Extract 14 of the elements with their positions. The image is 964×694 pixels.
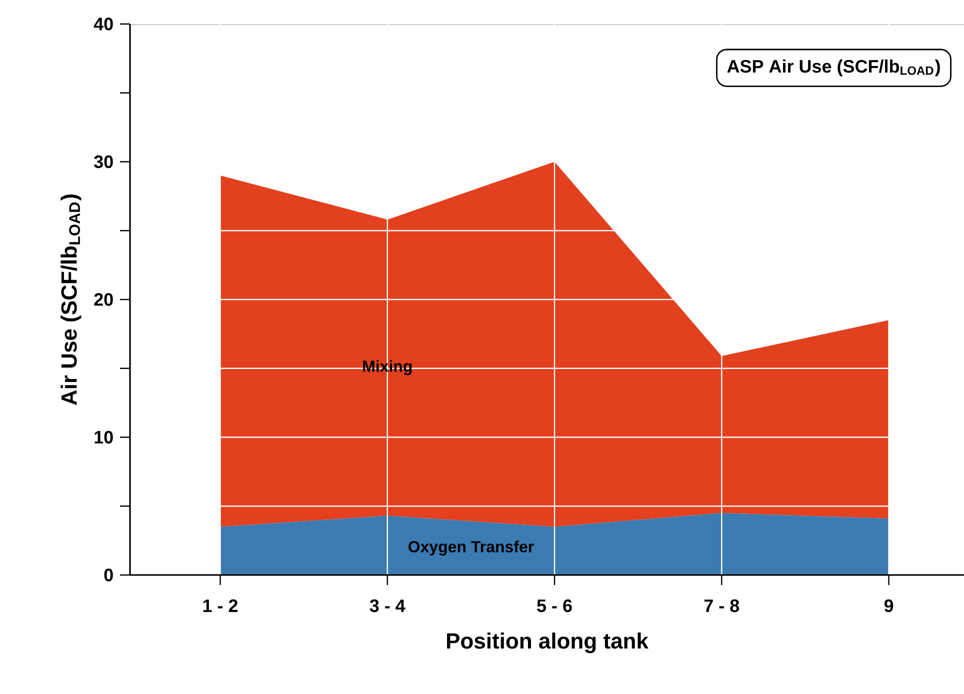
text: ASP Air Use (SCF/lb$_{LOAD}$) <box>727 59 940 76</box>
y-tick-label: 30 <box>94 155 113 168</box>
y-tick-label: 10 <box>94 430 113 444</box>
x-axis-title: Position along tank <box>447 632 648 654</box>
y-tick-label: 0 <box>104 568 113 582</box>
x-tick-label: 3 - 4 <box>370 599 406 612</box>
series-label: Oxygen Transfer <box>408 540 534 556</box>
y-tick-label: 20 <box>94 293 113 306</box>
x-tick-label: 1 - 2 <box>203 599 238 612</box>
x-tick-label: 7 - 8 <box>704 599 740 612</box>
y-tick-label: 40 <box>94 18 113 30</box>
x-tick-label: 9 <box>884 599 894 612</box>
x-tick-label: 5 - 6 <box>537 599 572 612</box>
y-axis-title: Air Use (SCF/lb$_{LOAD}$) <box>60 194 82 406</box>
